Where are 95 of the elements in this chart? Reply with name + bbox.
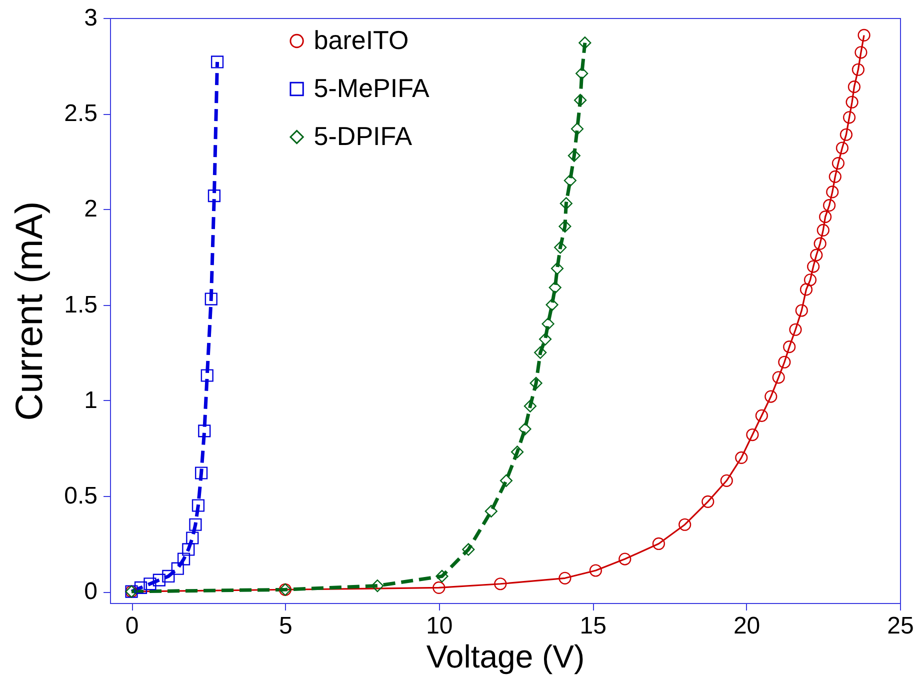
legend-label: bareITO (314, 25, 409, 55)
y-tick-label: 1 (84, 386, 98, 414)
point (804, 274, 817, 286)
point (576, 67, 588, 80)
point (177, 552, 190, 566)
point (772, 371, 785, 384)
point (783, 340, 796, 354)
x-tick-label: 20 (733, 612, 760, 640)
point (200, 369, 214, 382)
y-tick-label: 2.5 (64, 100, 98, 128)
point (152, 574, 166, 586)
point (204, 292, 218, 306)
point (846, 96, 858, 108)
point (186, 532, 199, 544)
point (840, 128, 853, 141)
point (819, 210, 832, 224)
point (171, 562, 184, 575)
point (816, 224, 830, 236)
point (764, 390, 778, 403)
point (568, 149, 580, 162)
point (432, 581, 446, 594)
point (618, 552, 632, 566)
point (494, 578, 507, 590)
point (828, 170, 842, 183)
point (558, 220, 572, 233)
x-tick-label: 15 (580, 612, 606, 640)
point (848, 80, 860, 94)
point (546, 298, 558, 312)
point (789, 323, 802, 336)
point (560, 197, 572, 210)
x-axis-title: Voltage (V) (426, 638, 585, 674)
point (484, 504, 498, 518)
point (652, 537, 665, 550)
point (564, 174, 576, 187)
point (538, 332, 552, 346)
point (810, 248, 823, 262)
point (814, 237, 826, 250)
point (574, 94, 587, 107)
point (500, 474, 513, 487)
point (842, 111, 856, 124)
point (735, 451, 748, 464)
point (194, 466, 208, 480)
point (589, 564, 602, 577)
point (542, 318, 554, 330)
point (678, 518, 692, 531)
point (558, 572, 572, 584)
point (807, 260, 820, 273)
point (371, 579, 384, 592)
point (534, 346, 547, 359)
point (550, 262, 564, 275)
point (800, 283, 813, 296)
y-axis-title: Current (mA) (9, 201, 52, 421)
point (795, 304, 808, 317)
point (530, 376, 542, 390)
y-tick-label: 1.5 (64, 291, 98, 318)
point (510, 446, 524, 458)
point (852, 63, 864, 76)
point (524, 400, 537, 412)
point (836, 142, 849, 154)
point (210, 56, 224, 68)
y-tick-label: 0 (84, 578, 98, 606)
point (162, 570, 175, 583)
point (823, 199, 836, 212)
point (746, 428, 759, 442)
x-tick-label: 10 (426, 612, 453, 640)
y-tick-label: 2 (84, 196, 98, 223)
point (208, 189, 221, 202)
point (832, 157, 845, 170)
legend-label: 5-MePIFA (314, 73, 430, 103)
point (702, 495, 714, 508)
point (436, 570, 448, 583)
point (548, 281, 562, 294)
point (144, 578, 156, 590)
point (554, 241, 567, 254)
point (134, 581, 148, 594)
point (518, 422, 532, 436)
point (778, 356, 791, 368)
point (826, 186, 839, 198)
point (858, 28, 870, 42)
legend-label: 5-DPIFA (314, 121, 413, 151)
point (578, 36, 592, 50)
y-tick-label: 0.5 (64, 482, 98, 510)
point (755, 409, 768, 422)
y-tick-label: 3 (84, 4, 98, 32)
point (189, 518, 202, 531)
x-tick-label: 0 (125, 612, 139, 640)
point (192, 499, 205, 512)
point (854, 46, 868, 59)
point (570, 122, 584, 136)
x-tick-label: 25 (887, 612, 914, 640)
point (182, 543, 195, 556)
point (720, 474, 733, 487)
x-tick-label: 5 (279, 612, 292, 640)
point (462, 543, 475, 556)
point (198, 424, 211, 438)
